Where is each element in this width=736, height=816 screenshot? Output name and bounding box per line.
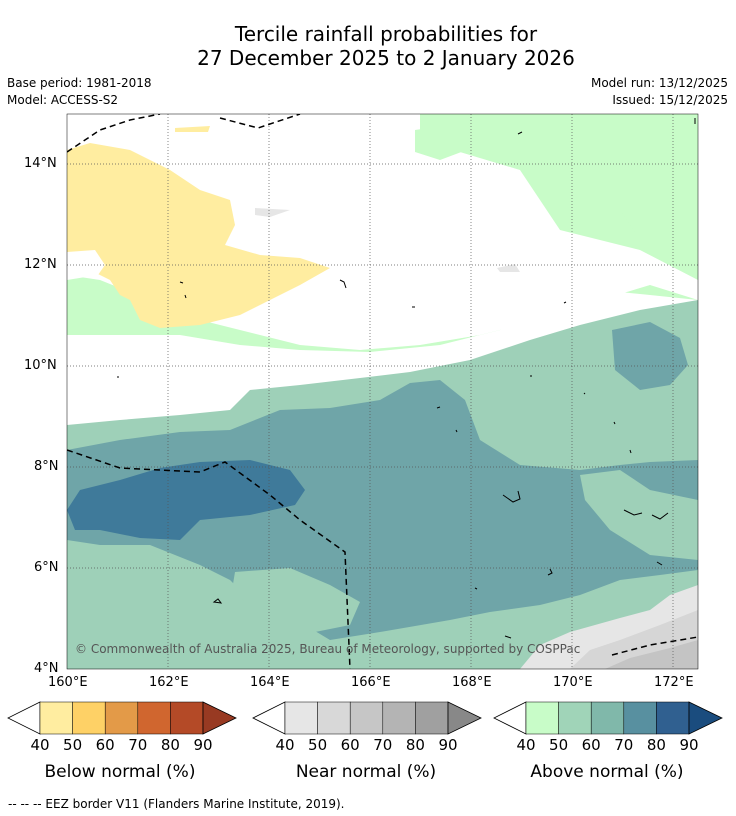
above-colorbar-tick: 70 bbox=[614, 736, 634, 754]
near-colorbar-segment bbox=[284, 701, 318, 735]
above-colorbar-segment bbox=[623, 701, 657, 735]
lon-label-162e: 162°E bbox=[149, 675, 189, 690]
near-colorbar-tick: 70 bbox=[373, 736, 393, 754]
lat-label-10n: 10°N bbox=[24, 358, 57, 373]
above-60-ne-region bbox=[612, 322, 688, 390]
near-colorbar-low-extend bbox=[252, 701, 286, 735]
eez-legend-footer: -- -- -- EEZ border V11 (Flanders Marine… bbox=[8, 797, 345, 811]
below-colorbar-tick: 70 bbox=[128, 736, 148, 754]
near-40-patch-1 bbox=[255, 208, 290, 217]
above-colorbar-segment bbox=[525, 701, 559, 735]
above-colorbar-tick: 80 bbox=[646, 736, 666, 754]
lon-label-160e: 160°E bbox=[48, 675, 88, 690]
above-50-inset bbox=[580, 470, 698, 560]
lon-label-164e: 164°E bbox=[250, 675, 290, 690]
colorbars-group bbox=[7, 701, 723, 735]
copyright-notice: © Commonwealth of Australia 2025, Bureau… bbox=[75, 642, 581, 656]
above-colorbar-tick: 60 bbox=[581, 736, 601, 754]
below-colorbar-segment bbox=[170, 701, 204, 735]
above-colorbar-segment bbox=[590, 701, 625, 735]
lat-label-12n: 12°N bbox=[24, 257, 57, 272]
near-60-region bbox=[605, 640, 698, 669]
near-normal-label: Near normal (%) bbox=[295, 762, 437, 782]
near-colorbar-tick: 60 bbox=[340, 736, 360, 754]
lon-label-172e: 172°E bbox=[654, 675, 694, 690]
graticule bbox=[67, 114, 698, 669]
lon-label-170e: 170°E bbox=[553, 675, 593, 690]
title-line-2: 27 December 2025 to 2 January 2026 bbox=[197, 46, 575, 70]
lon-label-166e: 166°E bbox=[351, 675, 391, 690]
above-colorbar-high-extend bbox=[688, 701, 723, 735]
above-40-ne-region bbox=[470, 114, 698, 240]
above-colorbar-segment bbox=[656, 701, 690, 735]
map-layer bbox=[67, 114, 698, 669]
near-colorbar-tick: 40 bbox=[275, 736, 295, 754]
below-colorbar-segment bbox=[39, 701, 73, 735]
below-colorbar-tick: 80 bbox=[160, 736, 180, 754]
below-colorbar-tick: 90 bbox=[193, 736, 213, 754]
above-normal-label: Above normal (%) bbox=[530, 762, 684, 782]
near-colorbar-tick: 50 bbox=[308, 736, 328, 754]
lat-label-8n: 8°N bbox=[34, 459, 59, 474]
lat-label-4n: 4°N bbox=[34, 661, 59, 676]
below-colorbar-high-extend bbox=[202, 701, 237, 735]
eez-borders bbox=[67, 114, 698, 669]
above-50-south-patch bbox=[232, 568, 360, 633]
below-40-region bbox=[67, 143, 330, 328]
below-normal-label: Below normal (%) bbox=[44, 762, 196, 782]
base-period: Base period: 1981-2018 bbox=[7, 76, 152, 90]
lat-label-6n: 6°N bbox=[34, 560, 59, 575]
near-colorbar-segment bbox=[349, 701, 384, 735]
above-70-region bbox=[67, 460, 305, 540]
model-run: Model run: 13/12/2025 bbox=[590, 76, 728, 90]
model-name: Model: ACCESS-S2 bbox=[7, 93, 119, 107]
near-colorbar-segment bbox=[317, 701, 351, 735]
near-colorbar-segment bbox=[415, 701, 449, 735]
near-colorbar-segment bbox=[382, 701, 416, 735]
issued-date: Issued: 15/12/2025 bbox=[612, 93, 728, 107]
near-colorbar-tick: 90 bbox=[438, 736, 458, 754]
above-colorbar-tick: 40 bbox=[516, 736, 536, 754]
below-colorbar-low-extend bbox=[7, 701, 41, 735]
below-40-small-patch bbox=[175, 126, 210, 132]
near-colorbar-high-extend bbox=[447, 701, 482, 735]
title-line-1: Tercile rainfall probabilities for bbox=[234, 22, 538, 46]
below-colorbar-segment bbox=[137, 701, 171, 735]
lon-label-168e: 168°E bbox=[452, 675, 492, 690]
below-colorbar-segment bbox=[72, 701, 106, 735]
below-colorbar-tick: 50 bbox=[63, 736, 83, 754]
above-colorbar-tick: 90 bbox=[679, 736, 699, 754]
below-colorbar-tick: 60 bbox=[95, 736, 115, 754]
above-colorbar-tick: 50 bbox=[549, 736, 569, 754]
above-60-region bbox=[67, 380, 698, 640]
below-colorbar-segment bbox=[104, 701, 139, 735]
islands bbox=[117, 118, 696, 639]
above-colorbar-segment bbox=[558, 701, 592, 735]
above-colorbar-low-extend bbox=[493, 701, 527, 735]
near-colorbar-tick: 80 bbox=[405, 736, 425, 754]
below-colorbar-tick: 40 bbox=[30, 736, 50, 754]
map-frame bbox=[66, 113, 699, 670]
lat-label-14n: 14°N bbox=[24, 156, 57, 171]
near-40-patch-2 bbox=[497, 264, 520, 272]
above-40-n-region bbox=[415, 118, 510, 160]
